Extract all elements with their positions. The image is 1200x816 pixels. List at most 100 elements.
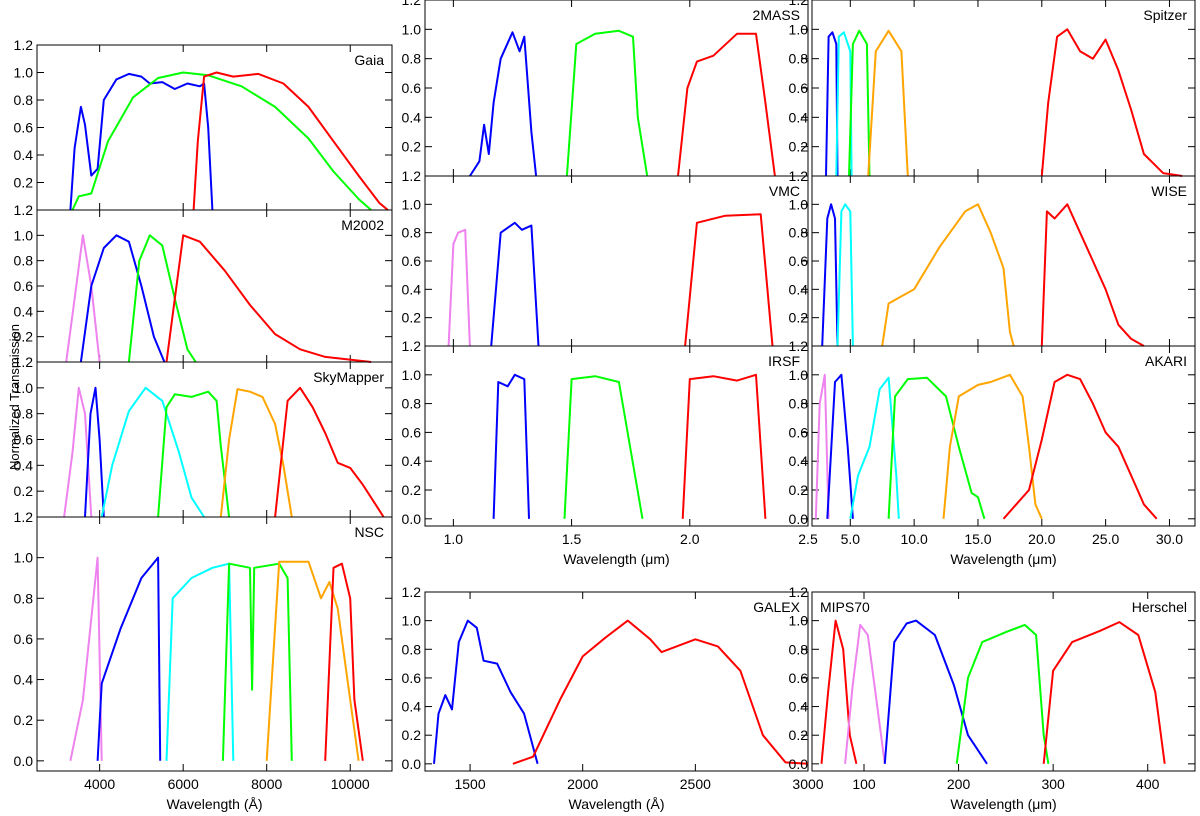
x-tick-label: 4000 — [84, 776, 115, 792]
y-tick-label: 1.0 — [14, 380, 34, 396]
x-tick-label: 20.0 — [1028, 531, 1055, 547]
y-tick-label: 0.8 — [14, 253, 34, 269]
y-tick-label: 0.8 — [789, 51, 809, 67]
series-h — [563, 375, 644, 519]
panel-frame — [36, 44, 393, 211]
y-tick-label: 0.4 — [402, 699, 422, 715]
panel-frame — [811, 175, 1196, 347]
series-irac4 — [867, 29, 909, 177]
y-tick-label: 0.6 — [789, 670, 809, 686]
x-tick-label: 2500 — [680, 776, 711, 792]
series-irac1 — [825, 31, 839, 177]
panel-title: Gaia — [354, 52, 384, 68]
y-tick-label: 0.6 — [14, 278, 34, 294]
panel-title: Spitzer — [1143, 7, 1187, 23]
panel-frame — [424, 591, 809, 772]
x-tick-label: 6000 — [168, 776, 199, 792]
y-tick-label: 0.6 — [789, 253, 809, 269]
y-tick-label: 0.4 — [402, 109, 422, 125]
x-tick-label: 1500 — [454, 776, 485, 792]
x-tick-label: 1.0 — [444, 531, 464, 547]
series-r — [165, 562, 235, 761]
series-ks — [681, 373, 767, 519]
series-spire250 — [955, 623, 1050, 764]
series-l24 — [1002, 373, 1158, 520]
y-tick-label: 0.0 — [789, 511, 809, 527]
y-tick-label: 0.2 — [14, 712, 34, 728]
series-mips24 — [1040, 28, 1183, 177]
panel-title: Herschel — [1132, 599, 1187, 615]
y-tick-label: 1.2 — [789, 338, 809, 354]
series-ks — [684, 213, 774, 347]
panel-m2002: 0.2 0.4 0.6 0.8 1.0 1.2 M2002 — [14, 202, 393, 363]
y-tick-label: 0.8 — [402, 396, 422, 412]
y-tick-label: 1.2 — [402, 0, 422, 8]
y-tick-label: 0.0 — [14, 753, 34, 769]
panel-irsf: 0.0 0.2 0.4 0.6 0.8 1.0 1.2 1.0 1.5 2.0 2.5 IRSF Wav… — [402, 338, 818, 567]
panel-nsc: 0.0 0.2 0.4 0.6 0.8 1.0 1.2 4000 6000 8000 10000 NS… — [14, 509, 393, 812]
y-tick-label: 0.4 — [789, 699, 809, 715]
x-tick-label: 15.0 — [964, 531, 991, 547]
panel-frame — [811, 345, 1196, 527]
y-tick-label: 0.4 — [14, 147, 34, 163]
y-tick-label: 1.2 — [789, 168, 809, 184]
y-tick-label: 0.4 — [789, 281, 809, 297]
panel-frame — [424, 0, 809, 177]
panel-title: NSC — [354, 524, 384, 540]
panel-galex: 0.0 0.2 0.4 0.6 0.8 1.0 1.2 1500 2000 2500 3000 GAL… — [402, 584, 824, 812]
y-tick-label: 0.2 — [789, 727, 809, 743]
panel-frame — [36, 516, 393, 772]
series-fuv — [433, 619, 539, 765]
series-pacs160 — [883, 619, 988, 765]
panel-frame — [424, 175, 809, 347]
series-spire350 — [1042, 621, 1166, 764]
series-g — [71, 71, 372, 211]
y-tick-label: 0.2 — [402, 139, 422, 155]
y-tick-label: 0.4 — [14, 303, 34, 319]
y-tick-label: 0.6 — [14, 631, 34, 647]
x-tick-label: 1.5 — [562, 531, 582, 547]
series-v — [84, 386, 105, 518]
x-tick-label: 2.0 — [680, 531, 700, 547]
panel-title: VMC — [769, 183, 800, 199]
y-tick-label: 0.8 — [402, 51, 422, 67]
x-tick-label: 3000 — [792, 776, 823, 792]
y-tick-label: 0.4 — [14, 672, 34, 688]
y-tick-label: 1.0 — [402, 196, 422, 212]
series-pacs100 — [844, 623, 886, 764]
y-tick-label: 0.0 — [402, 511, 422, 527]
x-axis-label: Wavelength (μm) — [563, 551, 669, 567]
y-tick-label: 0.6 — [14, 432, 34, 448]
y-tick-label: 0.4 — [402, 281, 422, 297]
y-tick-label: 1.2 — [14, 509, 34, 525]
series-irac3 — [848, 29, 871, 177]
series-u — [63, 386, 93, 518]
y-tick-label: 1.0 — [789, 196, 809, 212]
y-tick-label: 1.2 — [14, 37, 34, 53]
y-tick-label: 0.4 — [789, 109, 809, 125]
series-j — [490, 221, 540, 347]
series-i — [165, 234, 372, 363]
y-tick-label: 0.6 — [402, 253, 422, 269]
x-tick-label: 2000 — [567, 776, 598, 792]
y-tick-label: 1.0 — [402, 367, 422, 383]
y-tick-label: 1.2 — [402, 584, 422, 600]
y-tick-label: 1.0 — [789, 21, 809, 37]
series-h — [565, 29, 649, 177]
series-u — [69, 556, 103, 762]
panel-frame — [424, 345, 809, 527]
panel-gaia: 0.2 0.4 0.6 0.8 1.0 1.2 Gaia — [14, 37, 393, 211]
y-tick-label: 0.2 — [789, 482, 809, 498]
x-tick-label: 100 — [852, 776, 876, 792]
x-tick-label: 200 — [947, 776, 971, 792]
y-tick-label: 0.8 — [789, 641, 809, 657]
x-axis-label: Wavelength (μm) — [950, 551, 1056, 567]
y-tick-label: 1.2 — [14, 202, 34, 218]
y-tick-label: 0.6 — [14, 120, 34, 136]
panel-title: GALEX — [753, 599, 800, 615]
y-tick-label: 0.6 — [789, 424, 809, 440]
y-tick-label: 0.8 — [14, 406, 34, 422]
panel-skymapper: 0.2 0.4 0.6 0.8 1.0 1.2 SkyMapper — [14, 354, 393, 518]
